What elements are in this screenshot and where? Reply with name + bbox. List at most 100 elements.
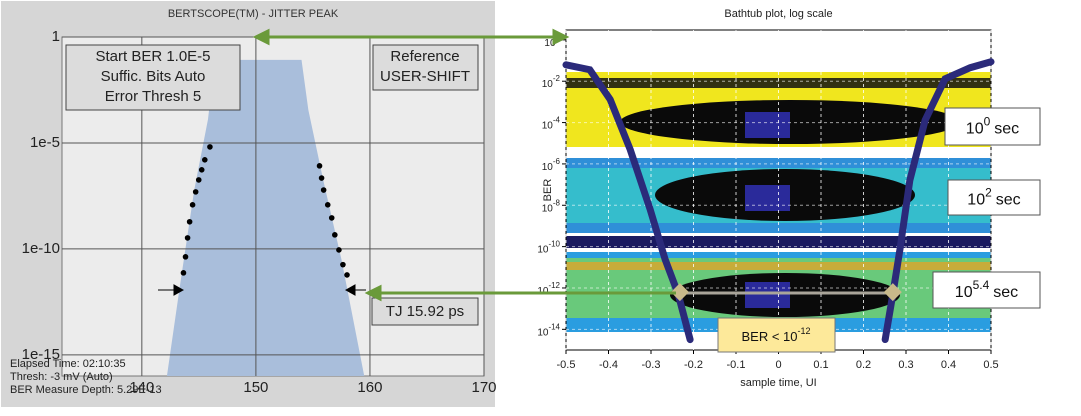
x-tick-label: 0.5 (983, 359, 998, 371)
tick-base: 10 (537, 286, 549, 297)
x-tick-label: -0.1 (727, 359, 746, 371)
annotation-exponent: 2 (985, 186, 992, 200)
annotation-box (944, 107, 1041, 146)
data-point (189, 202, 196, 208)
tick-base: 10 (542, 120, 554, 131)
center-box (745, 185, 790, 211)
y-tick-label: 1e-15 (22, 346, 60, 363)
annotation-suffix: sec (993, 284, 1018, 301)
reference-box (372, 44, 479, 91)
data-point (192, 189, 199, 195)
arrowhead (173, 284, 185, 296)
data-point (184, 235, 191, 241)
tick-base: 10 (542, 203, 554, 214)
tick-base: 10 (544, 38, 556, 49)
arrowhead (552, 28, 570, 46)
data-point (344, 272, 350, 278)
tick-exponent: -2 (553, 74, 561, 83)
center-box (745, 282, 790, 308)
y-tick-label: 10-10 (537, 240, 560, 256)
data-point (324, 202, 331, 208)
annotation-suffix: sec (996, 192, 1021, 209)
data-point (182, 254, 189, 260)
heatmap (565, 29, 992, 351)
status-text: Thresh: -3 mV (Auto) (10, 371, 113, 383)
x-tick-label: 0.2 (856, 359, 871, 371)
tick-exponent: -14 (548, 322, 560, 331)
tick-exponent: -6 (553, 157, 561, 166)
y-tick-label: 10-4 (542, 116, 561, 132)
settings-box (65, 44, 241, 111)
band-dark (566, 78, 991, 88)
center-box (745, 112, 790, 138)
data-point (186, 218, 193, 225)
tick-base: 10 (537, 327, 549, 338)
tj-label: TJ 15.92 ps (386, 303, 464, 320)
x-tick-label: 0.1 (813, 359, 828, 371)
annotation: 105.4 sec (955, 278, 1018, 301)
tick-base: 10 (542, 162, 554, 173)
settings-text: Start BER 1.0E-5 (95, 48, 210, 65)
reference-text: USER-SHIFT (380, 68, 470, 85)
annotation: 100 sec (966, 115, 1019, 138)
y-tick-label: 10-8 (542, 198, 561, 214)
x-tick-label: 170 (471, 379, 496, 396)
reference-text: Reference (390, 48, 459, 65)
y-tick-label: 1 (52, 28, 60, 45)
connectors (252, 28, 676, 302)
data-point (340, 261, 346, 268)
x-tick-label: 160 (357, 379, 382, 396)
tj-arrows (158, 284, 366, 296)
data-point (318, 175, 325, 181)
y-tick-label: 1e-5 (30, 134, 60, 151)
annotation-exponent: 0 (984, 115, 991, 129)
data-point (320, 187, 327, 193)
annotation-base: 10 (967, 192, 985, 209)
arrowhead (344, 284, 356, 296)
data-point (180, 270, 187, 276)
settings-text: Suffic. Bits Auto (101, 68, 206, 85)
marker (670, 283, 689, 302)
arrowhead (252, 28, 270, 46)
tick-base: 10 (542, 79, 554, 90)
status-text: BER Measure Depth: 5.29E-13 (10, 384, 162, 396)
data-point (328, 215, 335, 221)
tj-box (371, 297, 479, 326)
x-axis-label: sample time, UI (740, 377, 816, 389)
chart-title: BERTSCOPE(TM) - JITTER PEAK (168, 8, 339, 20)
tick-exponent: -12 (548, 281, 560, 290)
y-tick-label: 10-6 (542, 157, 561, 173)
jitter-area (166, 59, 365, 376)
tick-base: 10 (537, 244, 549, 255)
ber-note-exponent: -12 (798, 326, 811, 336)
annotation-box (932, 271, 1041, 309)
data-point (201, 157, 208, 163)
x-tick-label: -0.5 (557, 359, 576, 371)
arrowhead (364, 284, 382, 302)
data-point (316, 163, 323, 169)
y-tick-label: 10-12 (537, 281, 560, 297)
ber-note-box (717, 317, 836, 353)
y-tick-label: 1e-10 (22, 240, 60, 257)
annotation-suffix: sec (994, 121, 1019, 138)
marker (883, 283, 902, 302)
data-point (336, 247, 342, 253)
x-tick-label: 0.4 (941, 359, 956, 371)
x-tick-label: -0.3 (642, 359, 661, 371)
data-point (332, 232, 338, 238)
x-tick-label: -0.4 (599, 359, 618, 371)
annotation-base: 10 (955, 284, 973, 301)
tick-exponent: -4 (553, 116, 561, 125)
data-point (195, 177, 202, 183)
settings-text: Error Thresh 5 (105, 88, 201, 105)
annotation-box (947, 179, 1041, 216)
annotation-base: 10 (966, 121, 984, 138)
y-tick-label: 10-2 (542, 74, 561, 90)
tick-exponent: -8 (553, 198, 561, 207)
chart-title: Bathtub plot, log scale (724, 8, 832, 20)
data-point (207, 144, 213, 150)
annotation: 102 sec (967, 186, 1020, 209)
data-point (198, 166, 205, 173)
x-tick-label: -0.2 (684, 359, 703, 371)
